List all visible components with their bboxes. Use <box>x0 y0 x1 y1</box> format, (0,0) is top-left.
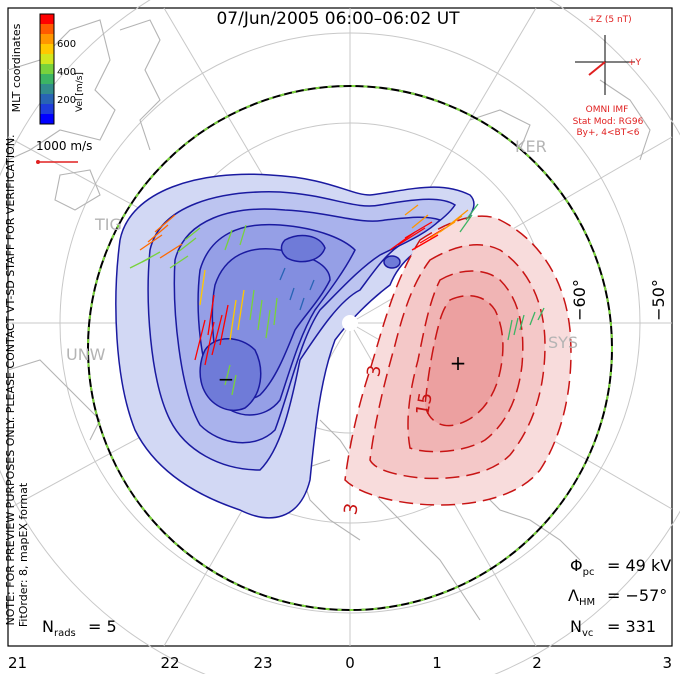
mlt-tick: 0 <box>345 654 355 672</box>
dawn-convection-cell <box>344 215 572 506</box>
imf-source: OMNI IMF <box>586 105 629 115</box>
station-label: SYS <box>548 333 578 352</box>
imf-clock: +Z (5 nT) +Y OMNI IMF Stat Mod: RG96 By+… <box>573 15 644 138</box>
colorbar-swatch <box>40 84 54 95</box>
colorbar-tick: 600 <box>57 39 76 50</box>
colorbar-swatch <box>40 34 54 45</box>
lat-label: −50° <box>649 279 668 321</box>
hm-boundary <box>87 85 613 611</box>
contour-label: 3 <box>363 364 386 379</box>
nvc-label: Nvc <box>570 617 593 639</box>
colorbar-unit: Vel [m/s] <box>75 72 85 112</box>
velocity-colorbar <box>39 13 55 125</box>
imf-z-label: +Z (5 nT) <box>588 15 631 25</box>
preview-note: NOTE: FOR PREVIEW PURPOSES ONLY. PLEASE … <box>4 134 17 625</box>
imf-y-label: +Y <box>628 58 642 68</box>
nrads-value: = 5 <box>88 617 117 636</box>
velocity-vectors <box>129 203 545 396</box>
mlt-tick: 23 <box>253 654 272 672</box>
mlt-tick: 21 <box>8 654 27 672</box>
fitorder-label: FitOrder: 8, mapEX format <box>17 482 30 627</box>
station-label: UNW <box>66 345 106 364</box>
stats-block: Φpc = 49 kV ΛHM = −57° Nvc = 331 Nrads =… <box>42 556 671 639</box>
mlt-tick: 22 <box>160 654 179 672</box>
imf-vector <box>588 61 606 76</box>
station-label: KER <box>515 137 547 156</box>
mlt-tick: 2 <box>532 654 542 672</box>
mlt-tick: 1 <box>432 654 442 672</box>
dusk-convection-cell <box>115 173 475 519</box>
nrads-label: Nrads <box>42 617 76 639</box>
coordinate-label: MLT coordinates <box>10 23 23 112</box>
ref-vector-label: 1000 m/s <box>36 139 92 153</box>
neg-extreme-label: − <box>218 367 235 391</box>
contour-label: 15 <box>412 391 437 417</box>
station-label: TIG <box>94 215 122 234</box>
pos-extreme-label: + <box>450 351 467 375</box>
colorbar-swatch <box>40 104 54 115</box>
colorbar-swatch <box>40 94 54 105</box>
ref-vector-origin <box>36 160 40 164</box>
colorbar-swatch <box>40 44 54 55</box>
phi-label: Φpc <box>570 556 594 578</box>
map-title: 07/Jun/2005 06:00–06:02 UT <box>216 9 460 29</box>
colorbar-swatch <box>40 14 54 25</box>
colorbar-outline <box>39 13 55 125</box>
colorbar-tick: 200 <box>57 95 76 106</box>
colorbar-swatch <box>40 24 54 35</box>
lat-label: −60° <box>570 279 589 321</box>
phi-value: = 49 kV <box>607 556 671 575</box>
mlt-tick: 3 <box>662 654 672 672</box>
colorbar-swatch <box>40 54 54 65</box>
mlt-axis: 21 22 23 0 1 2 3 <box>8 654 672 672</box>
colorbar-swatch <box>40 74 54 85</box>
colorbar-swatch <box>40 114 54 125</box>
imf-condition: By+, 4<BT<6 <box>577 128 640 138</box>
colorbar-swatch <box>40 64 54 75</box>
pole-marker <box>342 315 358 331</box>
imf-model: Stat Mod: RG96 <box>573 117 644 127</box>
contour-label: 3 <box>340 502 363 517</box>
lambda-value: = −57° <box>607 586 667 605</box>
nvc-value: = 331 <box>607 617 656 636</box>
colorbar-tick: 400 <box>57 67 76 78</box>
lambda-label: ΛHM <box>568 586 595 608</box>
